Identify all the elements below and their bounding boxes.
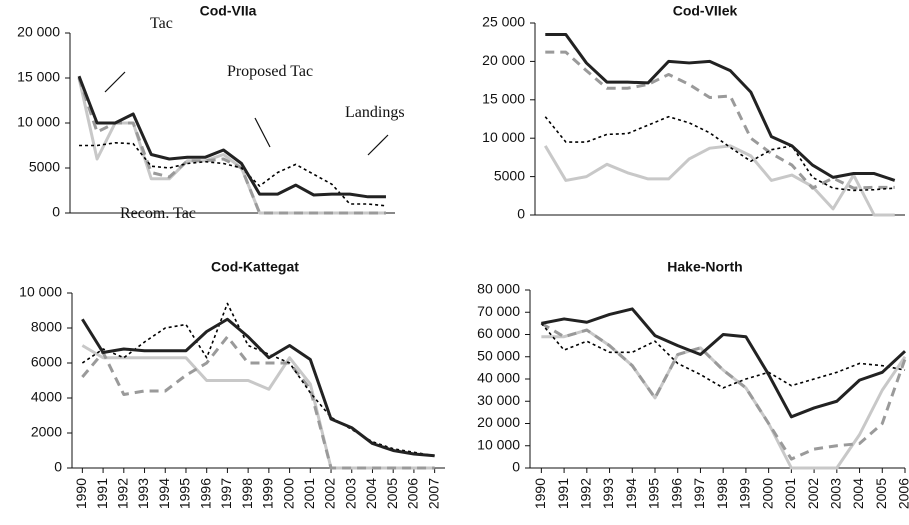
series-line <box>545 50 895 190</box>
arrow <box>104 71 126 93</box>
y-tick-label: 80 000 <box>477 281 520 297</box>
series-line <box>77 75 386 199</box>
y-tick-label: 2000 <box>31 424 62 440</box>
x-tick-label: 1994 <box>156 478 172 509</box>
x-tick-label: 1992 <box>578 478 594 509</box>
y-tick-label: 20 000 <box>17 24 60 40</box>
x-tick-label: 2002 <box>322 478 338 509</box>
x-tick-label: 2007 <box>425 478 441 509</box>
x-tick-label: 1999 <box>737 478 753 509</box>
x-tick-label: 2005 <box>873 478 889 509</box>
x-tick-label: 2006 <box>896 478 909 509</box>
annotation: Proposed Tac <box>226 63 314 80</box>
x-tick-label: 1993 <box>600 478 616 509</box>
y-tick-label: 10 000 <box>482 129 525 145</box>
x-tick-label: 1997 <box>218 478 234 509</box>
x-tick-label: 1998 <box>239 478 255 509</box>
y-tick-label: 60 000 <box>477 325 520 341</box>
y-tick-label: 20 000 <box>477 414 520 430</box>
x-tick-label: 2003 <box>828 478 844 509</box>
y-tick-label: 15 000 <box>482 91 525 107</box>
subplot-title: Cod-Kattegat <box>211 259 299 275</box>
x-tick-label: 2005 <box>384 478 400 509</box>
y-tick-label: 10 000 <box>477 436 520 452</box>
annotation: Recom. Tac <box>120 205 196 222</box>
series-line <box>543 144 895 217</box>
series-line <box>81 317 435 458</box>
series-line <box>544 115 895 192</box>
x-tick-label: 1991 <box>555 478 571 509</box>
series-line <box>545 33 896 182</box>
y-tick-label: 8000 <box>31 319 62 335</box>
y-tick-label: 5000 <box>494 167 525 183</box>
x-tick-label: 1994 <box>623 478 639 509</box>
y-tick-label: 0 <box>54 459 62 475</box>
annotation: Tac <box>150 15 173 32</box>
y-tick-label: 5000 <box>29 159 60 175</box>
x-tick-label: 1992 <box>115 478 131 509</box>
series-line <box>81 302 435 457</box>
x-tick-label: 1991 <box>94 478 110 509</box>
subplot: Cod-VIIa 0 5000 10 000 15 000 20 000 <box>17 3 395 220</box>
series-line <box>541 307 907 419</box>
series-line <box>540 322 906 389</box>
series-line <box>77 77 386 215</box>
y-tick-label: 15 000 <box>17 69 60 85</box>
y-tick-label: 50 000 <box>477 347 520 363</box>
arrow <box>254 117 271 148</box>
subplot-title: Cod-VIIa <box>200 3 257 19</box>
subplot: Cod-VIIek 0 5000 10 000 15 000 20 000 25 000 <box>482 3 905 222</box>
subplot-title: Hake-North <box>667 259 742 275</box>
x-tick-label: 2004 <box>363 478 379 509</box>
x-tick-label: 1999 <box>260 478 276 509</box>
subplot: Hake-North 0 10 000 20 000 30 000 40 000 50 00… <box>477 259 909 509</box>
arrow <box>367 134 389 156</box>
x-tick-label: 1995 <box>646 478 662 509</box>
x-tick-label: 1990 <box>73 478 89 509</box>
series-line <box>81 335 435 470</box>
series-line <box>541 328 907 470</box>
y-tick-label: 25 000 <box>482 14 525 30</box>
y-tick-label: 40 000 <box>477 370 520 386</box>
x-tick-label: 2000 <box>759 478 775 509</box>
x-tick-label: 2001 <box>301 478 317 509</box>
x-tick-label: 1995 <box>177 478 193 509</box>
x-tick-label: 1997 <box>691 478 707 509</box>
annotation-arrows <box>104 71 389 156</box>
y-tick-label: 30 000 <box>477 392 520 408</box>
y-tick-label: 20 000 <box>482 52 525 68</box>
x-tick-label: 1996 <box>668 478 684 509</box>
x-tick-label: 1996 <box>197 478 213 509</box>
x-tick-label: 1990 <box>532 478 548 509</box>
y-tick-label: 10 000 <box>17 114 60 130</box>
x-tick-label: 2006 <box>405 478 421 509</box>
x-tick-label: 2003 <box>342 478 358 509</box>
y-tick-label: 0 <box>52 204 60 220</box>
y-tick-label: 6000 <box>31 354 62 370</box>
x-tick-label: 1998 <box>714 478 730 509</box>
series-line <box>79 142 387 207</box>
x-tick-label: 2001 <box>782 478 798 509</box>
subplot-title: Cod-VIIek <box>673 3 738 19</box>
series-line <box>540 322 907 461</box>
x-tick-label: 2002 <box>805 478 821 509</box>
y-tick-label: 10 000 <box>19 284 62 300</box>
y-tick-label: 4000 <box>31 389 62 405</box>
x-tick-label: 2004 <box>850 478 866 509</box>
subplot: Cod-Kattegat 0 2000 4000 6000 8000 10 000 1990 1… <box>19 259 445 509</box>
annotation: Landings <box>345 104 405 121</box>
x-tick-label: 2000 <box>280 478 296 509</box>
y-tick-label: 0 <box>517 206 525 222</box>
y-tick-label: 0 <box>512 459 520 475</box>
x-tick-label: 1993 <box>135 478 151 509</box>
y-tick-label: 70 000 <box>477 303 520 319</box>
